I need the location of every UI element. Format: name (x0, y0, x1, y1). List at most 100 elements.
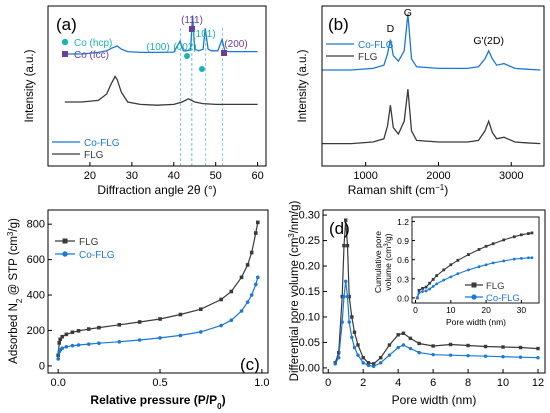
series-line-flg (334, 220, 539, 365)
panel-c-x-axis-label: Relative pressure (P/P0) (90, 393, 225, 411)
data-point (428, 287, 432, 291)
y-tick-label: 0.05 (299, 337, 320, 349)
data-point (178, 312, 183, 317)
data-point (378, 356, 383, 360)
data-point (401, 343, 406, 347)
data-point (371, 362, 376, 366)
y-tick-label: 0.25 (299, 235, 320, 247)
data-point (342, 294, 346, 299)
data-point (530, 231, 534, 235)
x-tick-label: 8 (465, 377, 471, 389)
data-point (484, 263, 488, 267)
panel-a-y-axis-label: Intensity (a.u.) (24, 49, 36, 122)
x-tick-label: 20 (481, 305, 491, 315)
data-point (361, 356, 365, 360)
data-point (249, 293, 254, 297)
data-point (57, 341, 62, 345)
data-point (467, 268, 470, 272)
data-point (56, 357, 60, 361)
data-point (449, 263, 453, 267)
inset-x-axis-label: Pore width (nm) (446, 317, 506, 327)
data-point (442, 268, 446, 272)
data-point (501, 355, 505, 359)
data-point (424, 285, 428, 289)
data-point (333, 362, 337, 366)
band-label: D (387, 23, 395, 35)
inset-legend: FLG Co-FLG (465, 281, 520, 304)
data-point (501, 345, 505, 349)
data-point (527, 256, 530, 260)
panel-a-xrd: 20 30 40 50 60 (a) Co (hcp) Co (fcc) (111) (… (24, 5, 267, 197)
data-point (239, 275, 244, 280)
x-tick-label: 4 (395, 377, 401, 389)
data-point (431, 344, 435, 348)
data-point (466, 353, 470, 358)
data-point (448, 353, 453, 357)
data-point (467, 253, 470, 256)
y-tick-label: 0.00 (299, 362, 320, 374)
data-point (64, 332, 69, 337)
data-point (387, 343, 392, 347)
data-point (340, 320, 344, 324)
data-point (249, 250, 254, 255)
data-point (256, 220, 260, 225)
data-point (356, 353, 360, 357)
panel-c-y-axis-label: Adsorbed N2 @ STP (cm3/g) (6, 218, 24, 364)
x-tick-label: 1.0 (254, 377, 269, 389)
inset-y-axis-label-line1: Cumulative pore (373, 231, 383, 293)
x-tick-label: 60 (251, 170, 263, 182)
peak-label: (111) (181, 15, 203, 26)
panel-b-frame (321, 5, 545, 167)
co-flg-legend-marker-icon (62, 251, 68, 257)
data-point (431, 278, 435, 281)
data-point (417, 288, 421, 292)
data-point (435, 282, 439, 286)
data-point (253, 231, 258, 235)
panel-a-label: (a) (56, 15, 77, 34)
flg-legend-label: FLG (486, 281, 504, 292)
band-label: G'(2D) (473, 35, 504, 47)
data-point (417, 350, 421, 355)
y-tick-label: 0.0 (397, 293, 409, 303)
data-point (352, 345, 357, 350)
peak-label: (100) (146, 42, 169, 53)
data-point (347, 320, 351, 324)
x-tick-label: 0.0 (51, 377, 66, 389)
data-point (345, 243, 350, 248)
data-point (408, 346, 413, 351)
panel-b-legend: Co-FLG FLG (326, 40, 394, 63)
fcc-peak-marker-icon (221, 50, 227, 56)
data-point (117, 340, 122, 344)
data-point (345, 294, 350, 299)
x-tick-label: 10 (446, 305, 456, 315)
co-flg-legend-marker-icon (471, 294, 477, 300)
data-point (519, 257, 523, 260)
data-point (417, 341, 421, 346)
data-point (512, 235, 516, 239)
data-point (435, 274, 439, 278)
y-tick-label: 600 (27, 254, 45, 266)
x-tick-label: 10 (497, 377, 509, 389)
data-point (371, 364, 376, 369)
data-point (350, 335, 354, 340)
y-tick-label: 400 (27, 290, 45, 302)
panel-b-y-axis-label: Intensity (a.u.) (297, 49, 309, 122)
data-point (245, 263, 250, 267)
x-tick-label: 1000 (353, 170, 377, 182)
data-point (256, 275, 260, 280)
y-tick-label: 0.30 (299, 210, 320, 222)
panel-c-legend: FLG Co-FLG (55, 237, 115, 261)
data-point (245, 300, 250, 304)
data-point (456, 258, 460, 262)
data-point (502, 259, 506, 263)
data-point (456, 272, 460, 276)
peak-label: (101) (192, 29, 215, 40)
data-point (512, 257, 516, 261)
data-point (137, 338, 142, 342)
data-point (158, 336, 162, 340)
panel-c-frame (47, 209, 269, 374)
panel-d-x-axis-label: Pore width (nm) (392, 393, 477, 407)
panel-d-frame (322, 209, 546, 374)
peak-label: (200) (224, 39, 247, 50)
